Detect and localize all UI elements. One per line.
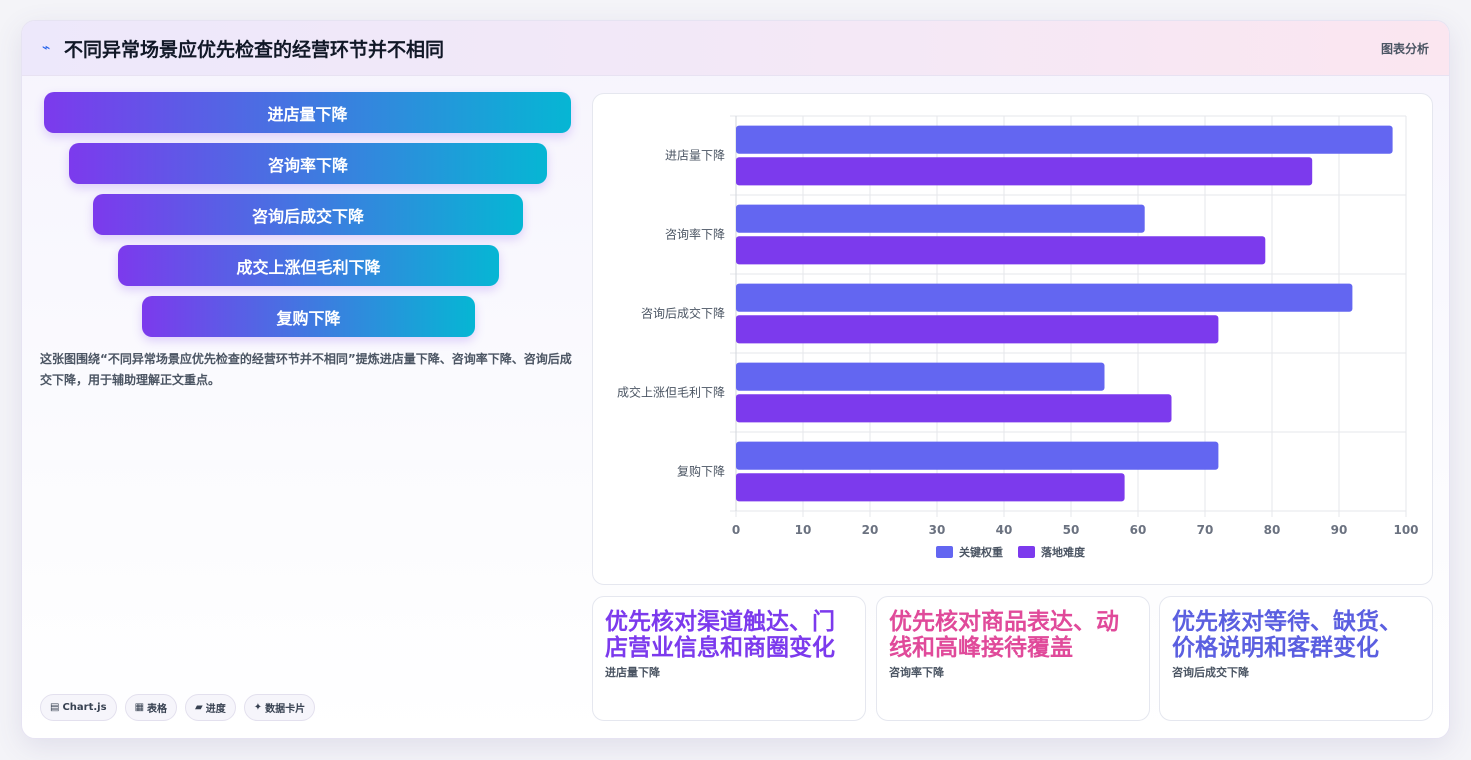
bar-difficulty [736, 236, 1266, 265]
x-tick-label: 60 [1130, 523, 1147, 537]
main-card: ⌁ 不同异常场景应优先检查的经营环节并不相同 图表分析 进店量下降 咨询率下降 … [21, 20, 1450, 739]
trend-icon: ⌁ [42, 40, 51, 56]
x-tick-label: 30 [929, 523, 946, 537]
bar-difficulty [736, 394, 1172, 423]
y-tick-label: 咨询后成交下降 [641, 306, 725, 321]
chart-panel: 0 10 20 30 40 50 60 70 80 90 100 进店量下降咨询率下降咨询后成交下降成… [592, 93, 1433, 585]
bar-key-weight [736, 441, 1219, 470]
funnel-step: 进店量下降 [44, 92, 571, 133]
bar-key-weight [736, 283, 1353, 312]
funnel-step: 成交上涨但毛利下降 [118, 245, 499, 286]
bar-difficulty [736, 157, 1313, 186]
chip-progress[interactable]: ▰ 进度 [185, 694, 236, 721]
legend-label: 关键权重 [959, 545, 1003, 559]
stat-label: 咨询率下降 [889, 666, 944, 679]
bar-difficulty [736, 473, 1125, 502]
x-tick-label: 100 [1393, 523, 1418, 537]
chip-label: 表格 [147, 704, 168, 715]
legend-swatch [1018, 546, 1035, 558]
chip-table[interactable]: ▦ 表格 [124, 694, 178, 721]
x-tick-label: 40 [996, 523, 1013, 537]
bar-key-weight [736, 204, 1145, 233]
chip-label: Chart.js [62, 702, 107, 713]
y-tick-label: 复购下降 [677, 464, 725, 479]
y-tick-label: 进店量下降 [665, 149, 725, 163]
x-tick-label: 20 [862, 523, 879, 537]
stat-label: 进店量下降 [605, 666, 660, 679]
chart-analysis-tag: 图表分析 [1380, 42, 1429, 56]
x-tick-label: 0 [732, 523, 740, 537]
chip-data-card[interactable]: ✦ 数据卡片 [243, 694, 316, 721]
funnel-step: 咨询率下降 [69, 143, 547, 184]
bar-key-weight [736, 362, 1105, 391]
progress-icon: ▰ [195, 702, 203, 713]
chip-label: 数据卡片 [265, 704, 306, 715]
y-tick-label: 咨询率下降 [665, 227, 725, 242]
stat-label: 咨询后成交下降 [1172, 666, 1249, 679]
funnel-step: 复购下降 [142, 296, 475, 337]
bar-key-weight [736, 125, 1393, 154]
chip-chartjs[interactable]: ▤ Chart.js [40, 694, 117, 721]
x-tick-label: 90 [1331, 523, 1348, 537]
card-header: ⌁ 不同异常场景应优先检查的经营环节并不相同 图表分析 [22, 21, 1449, 76]
chart-icon: ▤ [50, 702, 60, 713]
chip-label: 进度 [205, 704, 226, 715]
stat-value: 优先核对渠道触达、门店营业信息和商圈变化 [605, 609, 835, 661]
sparkle-icon: ✦ [253, 702, 263, 713]
stat-card-inquiry: 优先核对商品表达、动线和高峰接待覆盖 咨询率下降 [876, 596, 1150, 721]
bar-chart: 0 10 20 30 40 50 60 70 80 90 100 进店量下降咨询率下降咨询后成交下降成… [617, 115, 1419, 559]
x-tick-label: 80 [1264, 523, 1281, 537]
y-tick-label: 成交上涨但毛利下降 [617, 385, 725, 400]
stat-card-conversion: 优先核对等待、缺货、价格说明和客群变化 咨询后成交下降 [1159, 596, 1433, 721]
page-title: 不同异常场景应优先检查的经营环节并不相同 [64, 39, 445, 61]
bar-difficulty [736, 315, 1219, 344]
x-tick-label: 10 [795, 523, 812, 537]
table-icon: ▦ [134, 702, 145, 713]
stat-value: 优先核对等待、缺货、价格说明和客群变化 [1172, 609, 1402, 661]
tag-chips: ▤ Chart.js ▦ 表格 ▰ 进度 ✦ 数据卡片 [40, 694, 316, 721]
x-tick-label: 70 [1197, 523, 1214, 537]
stat-card-traffic: 优先核对渠道触达、门店营业信息和商圈变化 进店量下降 [592, 596, 866, 721]
funnel-step: 咨询后成交下降 [93, 194, 523, 235]
legend-label: 落地难度 [1041, 545, 1086, 559]
stat-value: 优先核对商品表达、动线和高峰接待覆盖 [889, 609, 1119, 661]
legend-swatch [936, 546, 953, 558]
chart-description: 这张图围绕“不同异常场景应优先检查的经营环节并不相同”提炼进店量下降、咨询率下降… [40, 352, 572, 387]
x-tick-label: 50 [1063, 523, 1080, 537]
